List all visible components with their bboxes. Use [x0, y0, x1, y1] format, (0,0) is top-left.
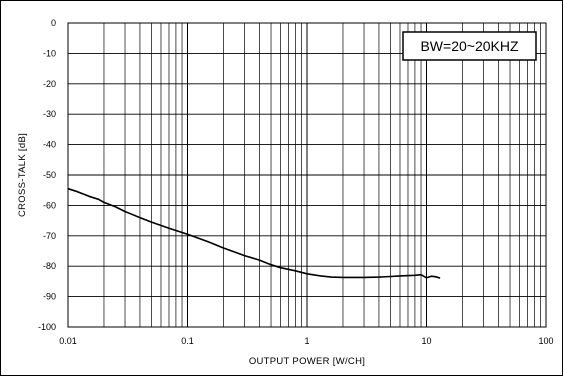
x-tick-label: 0.1 — [181, 336, 194, 346]
y-tick-label: -30 — [43, 109, 56, 119]
y-tick-label: 0 — [51, 18, 56, 28]
y-tick-label: -80 — [43, 261, 56, 271]
y-tick-label: -40 — [43, 140, 56, 150]
x-tick-label: 1 — [304, 336, 309, 346]
y-tick-label: -20 — [43, 79, 56, 89]
x-tick-label: 10 — [421, 336, 431, 346]
series-layer — [67, 187, 441, 279]
x-tick-labels: 0.01 0.1 1 10 100 — [59, 336, 553, 346]
y-tick-label: -90 — [43, 292, 56, 302]
y-axis-label: CROSS-TALK [dB] — [17, 133, 28, 217]
y-tick-labels: 0 -10 -20 -30 -40 -50 -60 -70 -80 -90 -100 — [38, 18, 56, 332]
x-tick-label: 0.01 — [59, 336, 77, 346]
series-line-1 — [67, 187, 441, 279]
annotation-box: BW=20~20KHZ — [402, 31, 537, 61]
y-tick-label: -60 — [43, 200, 56, 210]
x-tick-label: 100 — [538, 336, 553, 346]
x-axis-label: OUTPUT POWER [W/CH] — [249, 356, 365, 367]
y-tick-label: -10 — [43, 48, 56, 58]
y-tick-label: -70 — [43, 231, 56, 241]
plot-border — [67, 22, 547, 328]
y-tick-label: -50 — [43, 170, 56, 180]
y-tick-label: -100 — [38, 322, 56, 332]
annotation-text: BW=20~20KHZ — [420, 38, 518, 54]
